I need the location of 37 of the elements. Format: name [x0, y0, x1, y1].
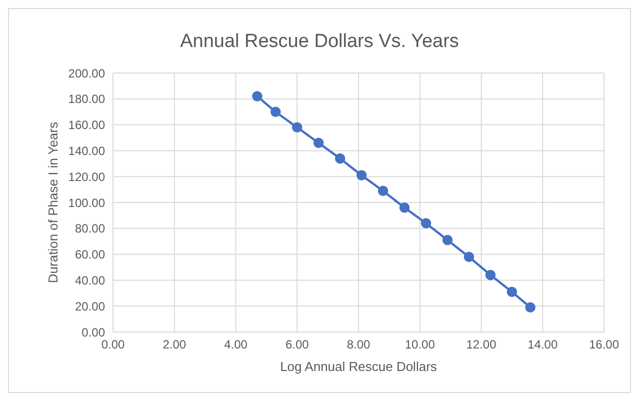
y-tick-label: 60.00	[74, 248, 106, 262]
point	[506, 286, 518, 297]
point	[378, 186, 388, 196]
x-tick-label: 8.00	[346, 338, 370, 352]
point	[442, 234, 453, 246]
point	[485, 270, 496, 280]
point	[399, 202, 410, 213]
point	[270, 106, 281, 117]
x-tick-label: 12.00	[466, 338, 497, 352]
y-tick-label: 200.00	[68, 66, 106, 80]
chart-title: Annual Rescue Dollars Vs. Years	[179, 31, 460, 53]
x-tick-label: 0.00	[101, 338, 125, 352]
point	[252, 91, 262, 102]
y-tick-label: 40.00	[74, 273, 106, 288]
x-tick-label: 6.00	[285, 338, 310, 352]
x-axis-title: Log Annual Rescue Dollars	[280, 359, 438, 374]
y-tick-label: 180.00	[68, 92, 106, 106]
point	[292, 122, 302, 133]
point	[313, 138, 324, 148]
x-tick-label: 10.00	[404, 338, 436, 352]
y-tick-label: 80.00	[74, 222, 106, 236]
y-tick-label: 100.00	[68, 196, 106, 210]
y-tick-label: 20.00	[74, 299, 106, 314]
point	[525, 302, 536, 313]
x-tick-label: 4.00	[224, 338, 248, 352]
x-tick-label: 14.00	[528, 338, 558, 352]
y-tick-label: 160.00	[68, 118, 106, 132]
point	[464, 252, 474, 262]
y-tick-label: 0.00	[82, 325, 106, 340]
y-tick-label: 140.00	[68, 144, 106, 158]
x-tick-label: 16.00	[588, 338, 620, 352]
point	[334, 153, 346, 164]
y-tick-label: 120.00	[68, 170, 106, 184]
y-axis-title: Duration of Phase I in Years	[46, 121, 61, 284]
point	[420, 218, 432, 228]
x-tick-label: 2.00	[162, 338, 186, 352]
point	[356, 170, 367, 180]
